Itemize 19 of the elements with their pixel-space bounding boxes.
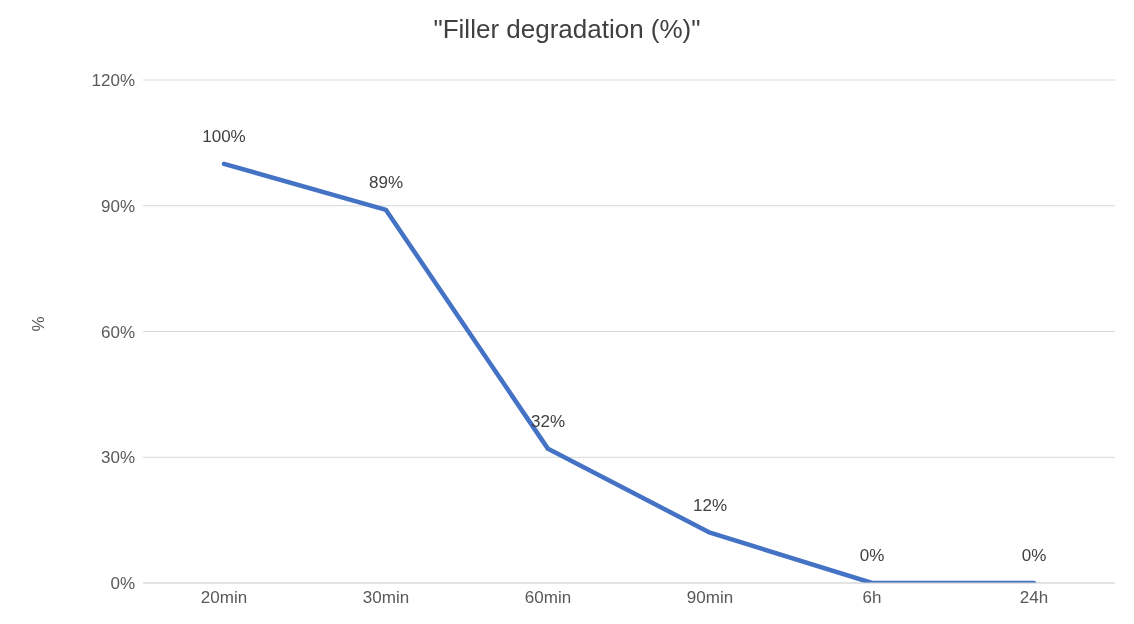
x-tick-label: 6h [862,588,882,608]
y-tick-label: 120% [91,71,135,91]
y-tick-label: 30% [100,448,135,468]
x-tick-label: 24h [1019,588,1049,608]
y-axis-title: % [29,316,49,332]
x-tick-label: 90min [686,588,734,608]
y-tick-label: 90% [100,196,135,216]
data-label: 0% [1021,546,1047,565]
y-tick-label: 0% [110,574,135,594]
x-tick-label: 60min [524,588,572,608]
y-tick-label: 60% [100,322,135,342]
data-label: 12% [692,495,728,515]
data-label: 0% [859,546,885,565]
x-tick-label: 20min [200,588,248,608]
chart-title: "Filler degradation (%)" [432,14,702,45]
data-label: 100% [202,126,246,146]
data-label: 89% [368,172,404,192]
data-label: 32% [530,411,566,431]
x-tick-label: 30min [362,588,410,608]
